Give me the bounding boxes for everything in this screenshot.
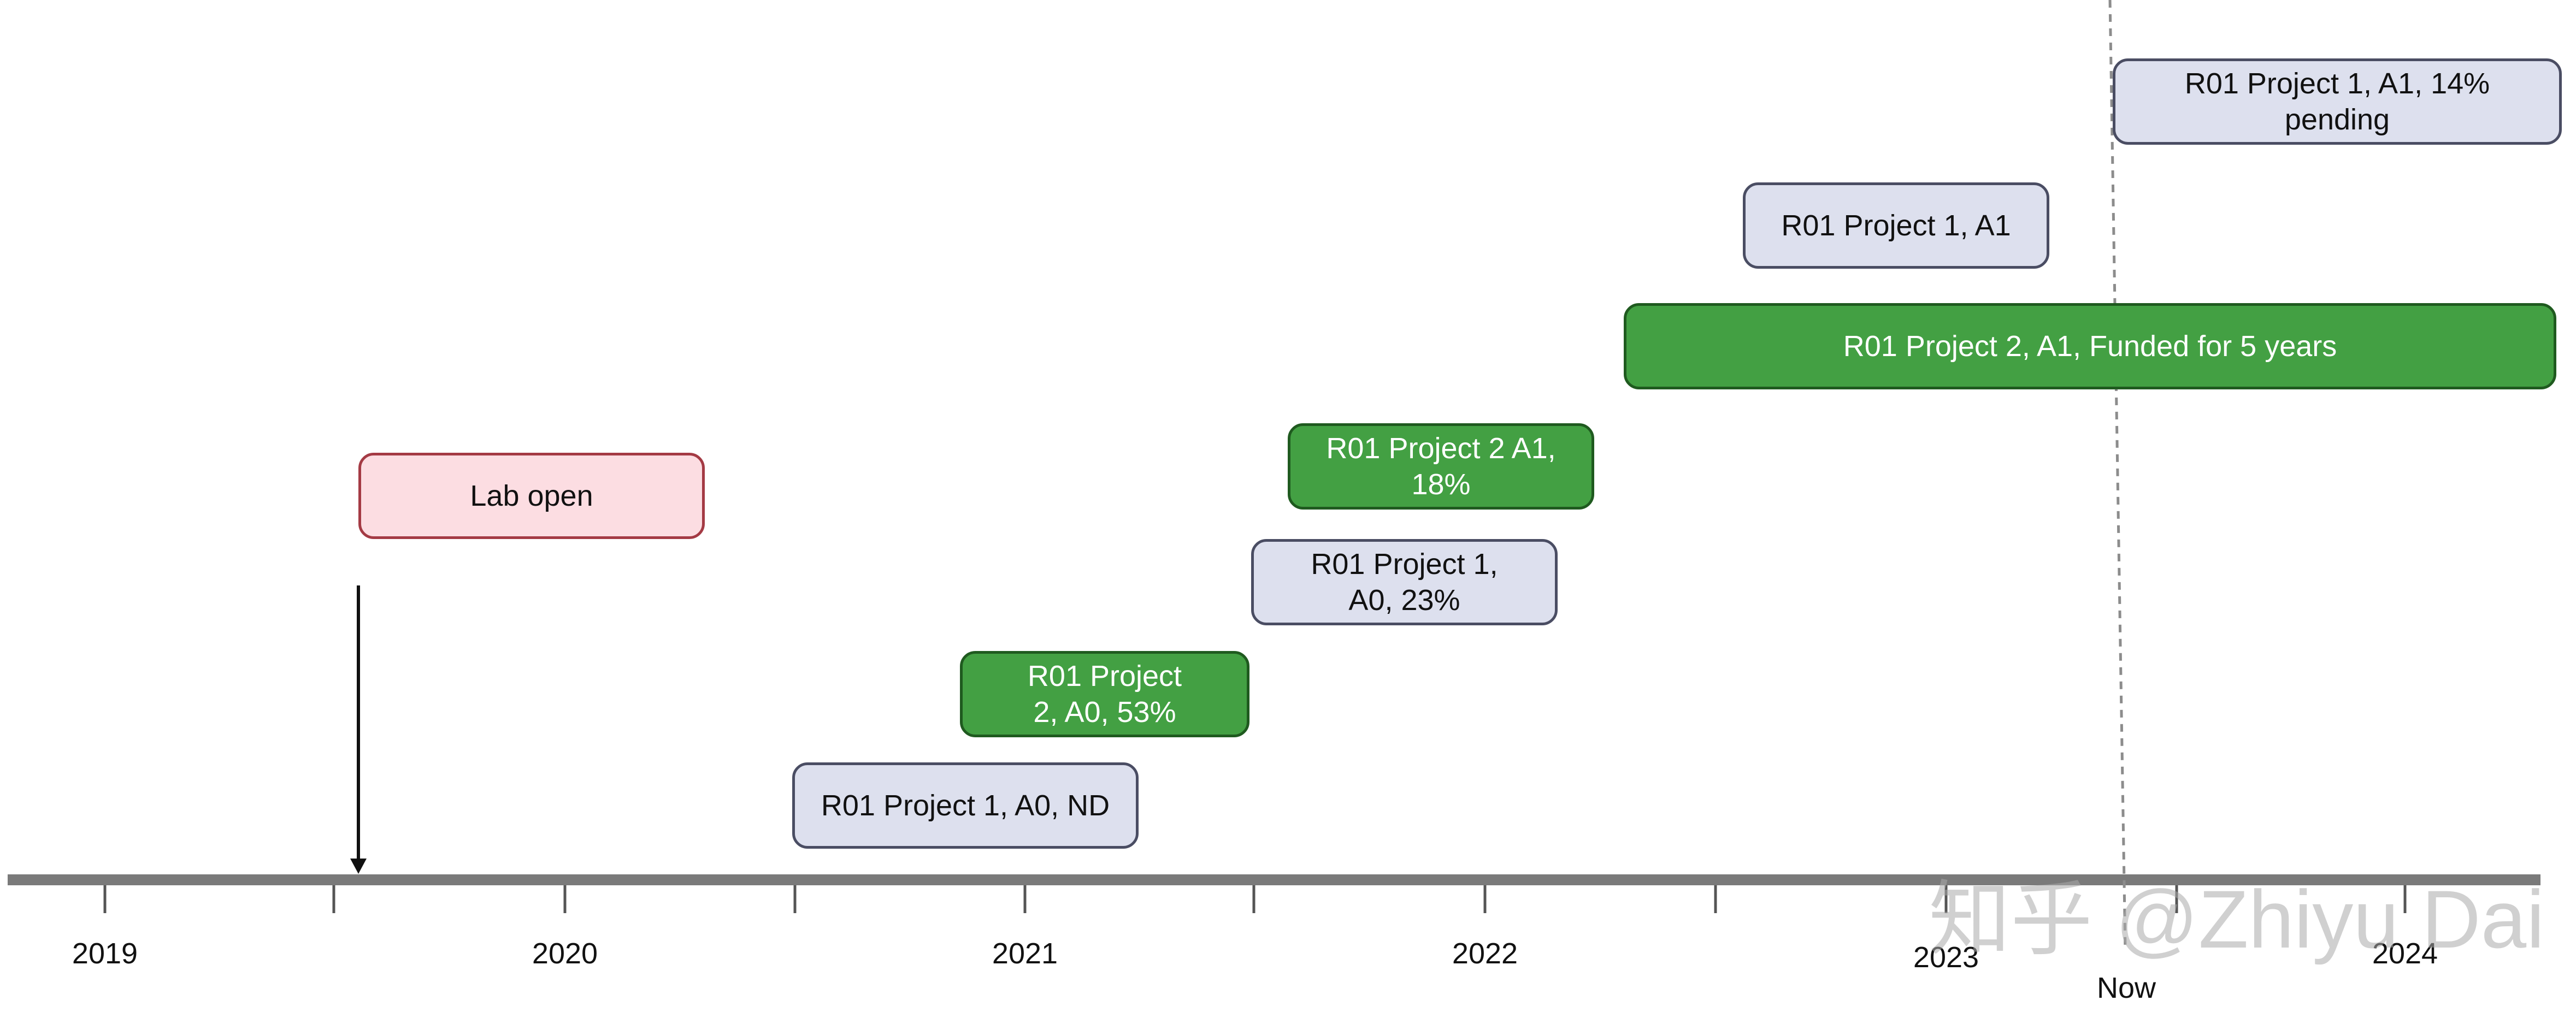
year-label-2022: 2022 <box>1452 937 1518 970</box>
now-line <box>2108 0 2127 951</box>
year-label-2021: 2021 <box>992 937 1058 970</box>
event-label: R01 Project 1, A1, 14% pending <box>2184 67 2490 136</box>
now-label: Now <box>2096 972 2156 1004</box>
axis-ticks <box>103 885 2407 913</box>
event-label: R01 Project 2, A1, Funded for 5 years <box>1843 330 2337 363</box>
event-r01-project-2-a1-18: R01 Project 2 A1, 18% <box>1288 423 1594 510</box>
event-r01-project-1-a0-nd: R01 Project 1, A0, ND <box>792 762 1139 849</box>
year-label-2023: 2023 <box>1913 941 1979 974</box>
event-label: R01 Project 2 A1, 18% <box>1326 432 1556 501</box>
event-label: R01 Project 1, A1 <box>1781 209 2011 242</box>
event-r01-project-1-a1-pending: R01 Project 1, A1, 14% pending <box>2113 58 2562 145</box>
event-lab-open: Lab open <box>358 453 705 539</box>
year-label-2020: 2020 <box>532 937 598 970</box>
watermark-text: 知乎 @Zhiyu Dai <box>1929 873 2545 965</box>
year-label-2024: 2024 <box>2372 937 2438 970</box>
year-label-2019: 2019 <box>72 937 138 970</box>
event-r01-project-2-a1-funded: R01 Project 2, A1, Funded for 5 years <box>1624 303 2556 389</box>
event-r01-project-1-a0: R01 Project 1, A0, 23% <box>1251 539 1558 625</box>
event-r01-project-1-a1: R01 Project 1, A1 <box>1743 182 2049 269</box>
event-label: R01 Project 2, A0, 53% <box>1027 660 1182 729</box>
lab-open-arrow <box>350 585 367 874</box>
event-label: R01 Project 1, A0, 23% <box>1311 548 1498 617</box>
event-label: R01 Project 1, A0, ND <box>821 789 1110 822</box>
event-r01-project-2-a0: R01 Project 2, A0, 53% <box>960 651 1249 737</box>
axis-bar <box>8 874 2540 885</box>
event-label: Lab open <box>470 480 593 512</box>
